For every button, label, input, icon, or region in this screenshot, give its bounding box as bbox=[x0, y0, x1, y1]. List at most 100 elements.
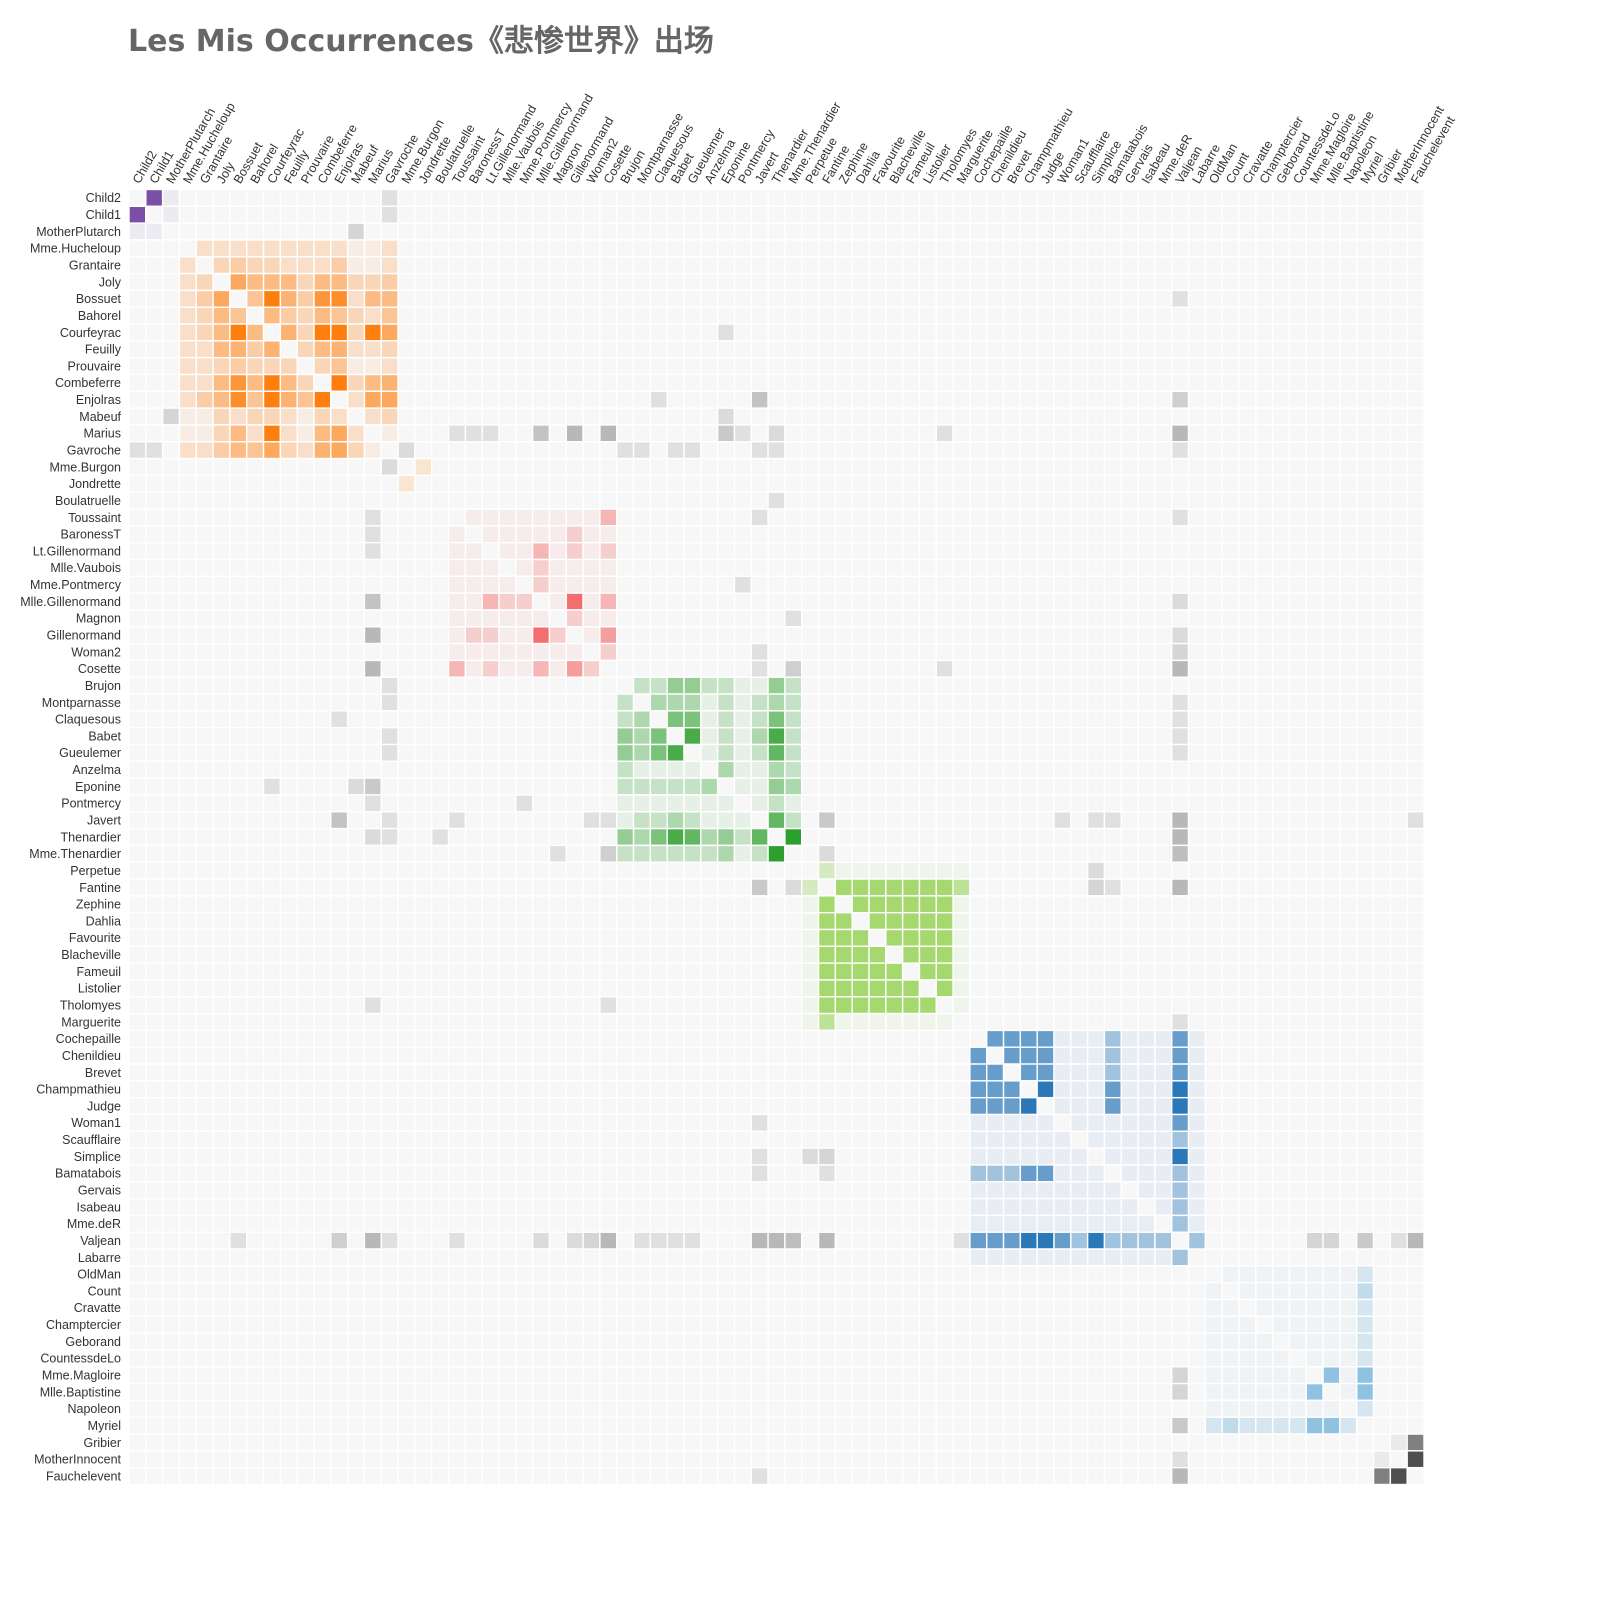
matrix-cell[interactable] bbox=[616, 306, 635, 325]
matrix-cell[interactable] bbox=[868, 1012, 887, 1032]
matrix-cell[interactable] bbox=[1271, 979, 1291, 998]
matrix-cell[interactable] bbox=[986, 710, 1005, 729]
matrix-cell[interactable] bbox=[1002, 811, 1022, 830]
matrix-cell[interactable] bbox=[952, 474, 971, 493]
matrix-cell[interactable] bbox=[851, 710, 870, 729]
matrix-cell[interactable] bbox=[431, 609, 450, 628]
matrix-cell[interactable] bbox=[649, 390, 668, 409]
matrix-cell[interactable] bbox=[178, 1096, 197, 1116]
matrix-cell[interactable] bbox=[801, 558, 820, 578]
matrix-cell[interactable] bbox=[851, 1181, 870, 1200]
matrix-cell[interactable] bbox=[380, 1231, 399, 1250]
matrix-cell[interactable] bbox=[1053, 878, 1072, 897]
matrix-cell[interactable] bbox=[195, 457, 214, 477]
matrix-cell[interactable] bbox=[447, 1046, 467, 1065]
matrix-cell[interactable] bbox=[548, 777, 567, 796]
matrix-cell[interactable] bbox=[1356, 659, 1375, 678]
matrix-cell[interactable] bbox=[481, 979, 500, 998]
matrix-cell[interactable] bbox=[531, 911, 551, 931]
matrix-cell[interactable] bbox=[1288, 592, 1307, 611]
matrix-cell[interactable] bbox=[632, 895, 652, 914]
matrix-cell[interactable] bbox=[447, 1265, 467, 1284]
matrix-cell[interactable] bbox=[1406, 474, 1425, 493]
matrix-cell[interactable] bbox=[1137, 962, 1156, 981]
matrix-cell[interactable] bbox=[616, 222, 635, 241]
matrix-cell[interactable] bbox=[481, 1029, 500, 1048]
matrix-cell[interactable] bbox=[700, 777, 719, 796]
matrix-cell[interactable] bbox=[330, 256, 349, 275]
matrix-cell[interactable] bbox=[414, 1197, 433, 1217]
matrix-cell[interactable] bbox=[1002, 979, 1022, 998]
matrix-cell[interactable] bbox=[229, 1164, 248, 1183]
matrix-cell[interactable] bbox=[1339, 693, 1358, 712]
matrix-cell[interactable] bbox=[666, 356, 685, 376]
matrix-cell[interactable] bbox=[834, 205, 853, 224]
matrix-cell[interactable] bbox=[498, 659, 517, 678]
matrix-cell[interactable] bbox=[969, 1214, 988, 1233]
matrix-cell[interactable] bbox=[1086, 626, 1106, 645]
matrix-cell[interactable] bbox=[750, 205, 769, 224]
matrix-cell[interactable] bbox=[1271, 1248, 1291, 1267]
matrix-cell[interactable] bbox=[212, 844, 231, 863]
matrix-cell[interactable] bbox=[1356, 1113, 1375, 1133]
matrix-cell[interactable] bbox=[262, 760, 282, 779]
matrix-cell[interactable] bbox=[1019, 609, 1038, 628]
matrix-cell[interactable] bbox=[1406, 844, 1425, 863]
matrix-cell[interactable] bbox=[145, 1248, 164, 1267]
matrix-cell[interactable] bbox=[229, 1248, 248, 1267]
matrix-cell[interactable] bbox=[161, 1214, 181, 1233]
matrix-cell[interactable] bbox=[296, 710, 315, 729]
matrix-cell[interactable] bbox=[397, 861, 416, 880]
matrix-cell[interactable] bbox=[901, 945, 921, 964]
matrix-cell[interactable] bbox=[346, 205, 366, 224]
matrix-cell[interactable] bbox=[363, 979, 382, 998]
matrix-cell[interactable] bbox=[313, 878, 332, 897]
matrix-cell[interactable] bbox=[817, 222, 837, 241]
matrix-cell[interactable] bbox=[195, 508, 214, 527]
matrix-cell[interactable] bbox=[683, 340, 702, 359]
matrix-cell[interactable] bbox=[1322, 525, 1341, 544]
matrix-cell[interactable] bbox=[414, 928, 433, 948]
matrix-cell[interactable] bbox=[885, 626, 904, 645]
matrix-cell[interactable] bbox=[229, 844, 248, 863]
matrix-cell[interactable] bbox=[212, 1113, 231, 1133]
matrix-cell[interactable] bbox=[1086, 541, 1106, 561]
matrix-cell[interactable] bbox=[246, 407, 265, 426]
matrix-cell[interactable] bbox=[498, 1214, 517, 1233]
matrix-cell[interactable] bbox=[1271, 1130, 1291, 1149]
matrix-cell[interactable] bbox=[565, 592, 584, 611]
matrix-cell[interactable] bbox=[935, 1181, 954, 1200]
matrix-cell[interactable] bbox=[431, 491, 450, 510]
matrix-cell[interactable] bbox=[582, 592, 601, 611]
matrix-cell[interactable] bbox=[632, 945, 652, 964]
matrix-cell[interactable] bbox=[212, 390, 231, 409]
matrix-cell[interactable] bbox=[1389, 895, 1408, 914]
matrix-cell[interactable] bbox=[750, 1113, 769, 1133]
matrix-cell[interactable] bbox=[464, 1063, 483, 1082]
matrix-cell[interactable] bbox=[935, 289, 954, 308]
matrix-cell[interactable] bbox=[834, 996, 853, 1015]
matrix-cell[interactable] bbox=[1322, 1248, 1341, 1267]
matrix-cell[interactable] bbox=[1288, 1147, 1307, 1166]
matrix-cell[interactable] bbox=[666, 642, 685, 662]
matrix-cell[interactable] bbox=[128, 323, 147, 342]
matrix-cell[interactable] bbox=[716, 996, 736, 1015]
matrix-cell[interactable] bbox=[868, 373, 887, 393]
matrix-cell[interactable] bbox=[1154, 558, 1173, 578]
matrix-cell[interactable] bbox=[531, 474, 551, 493]
matrix-cell[interactable] bbox=[901, 1012, 921, 1032]
matrix-cell[interactable] bbox=[700, 878, 719, 897]
matrix-cell[interactable] bbox=[1137, 743, 1156, 763]
matrix-cell[interactable] bbox=[229, 979, 248, 998]
matrix-cell[interactable] bbox=[666, 424, 685, 443]
matrix-cell[interactable] bbox=[1120, 222, 1139, 241]
matrix-cell[interactable] bbox=[431, 861, 450, 880]
matrix-cell[interactable] bbox=[498, 878, 517, 897]
matrix-cell[interactable] bbox=[1372, 1080, 1392, 1099]
matrix-cell[interactable] bbox=[481, 356, 500, 376]
matrix-cell[interactable] bbox=[918, 911, 937, 931]
matrix-cell[interactable] bbox=[767, 726, 786, 746]
matrix-cell[interactable] bbox=[481, 272, 500, 292]
matrix-cell[interactable] bbox=[1255, 239, 1274, 258]
matrix-cell[interactable] bbox=[1322, 895, 1341, 914]
